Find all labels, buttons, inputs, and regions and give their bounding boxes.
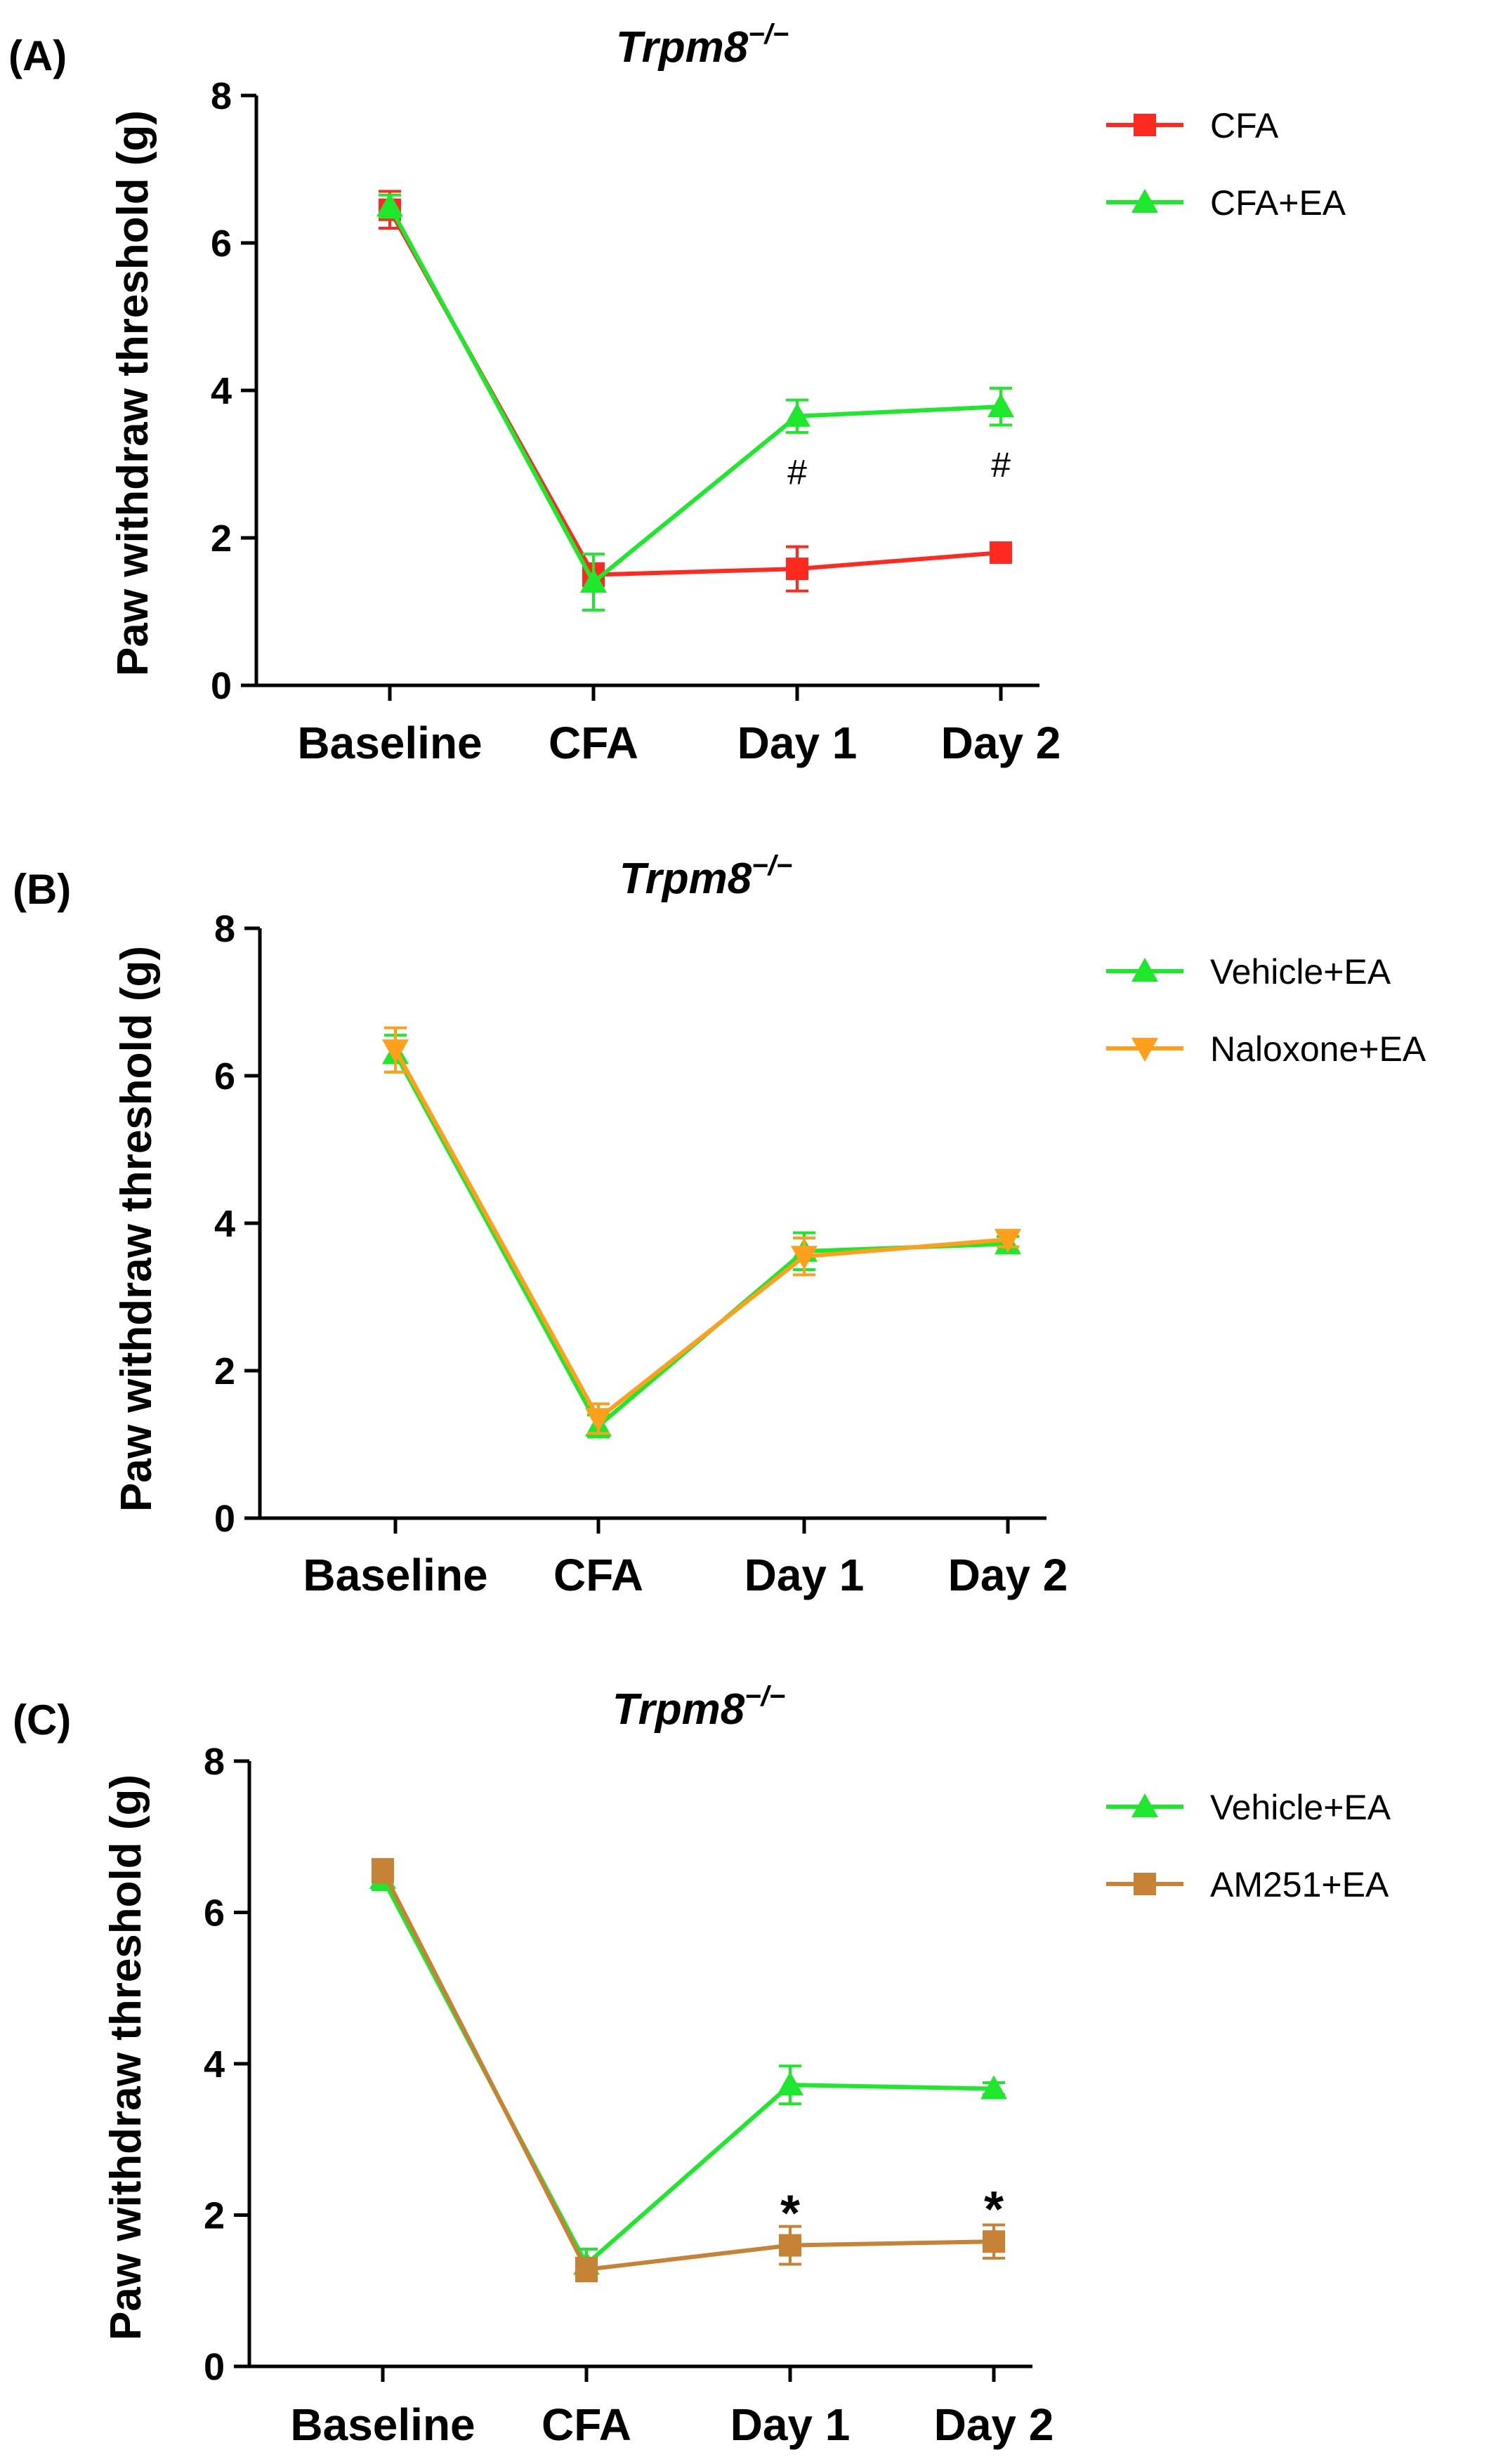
- data-point: [791, 1246, 818, 1270]
- y-tick-label: 0: [211, 665, 232, 707]
- series-line: [393, 1048, 1009, 1422]
- series-line: [381, 1869, 995, 2272]
- y-tick-label: 0: [214, 1498, 235, 1540]
- y-axis-label: Paw withdraw threshold (g): [102, 1774, 150, 2340]
- x-tick-label: Day 2: [934, 2399, 1054, 2450]
- significance-marker: #: [991, 445, 1011, 485]
- data-point: [779, 2234, 801, 2257]
- legend-marker: [1134, 114, 1156, 136]
- series-vehicle-ea: [369, 1865, 1007, 2281]
- series-am251-ea: [372, 1858, 1005, 2283]
- series-cfa: [379, 190, 1012, 593]
- y-tick-label: 8: [211, 75, 232, 117]
- legend-marker: [1131, 189, 1158, 213]
- y-axis-label: Paw withdraw threshold (g): [109, 110, 157, 676]
- legend-marker: [1131, 1038, 1158, 1062]
- data-point: [786, 558, 808, 581]
- panel-label: (C): [13, 1697, 71, 1744]
- x-tick-label: Day 1: [737, 718, 858, 768]
- data-point: [575, 2258, 598, 2281]
- y-tick-label: 6: [211, 223, 232, 265]
- significance-marker: *: [984, 2182, 1004, 2238]
- y-tick-label: 2: [204, 2195, 225, 2237]
- y-tick-label: 6: [214, 1055, 235, 1098]
- data-point: [382, 1039, 409, 1064]
- y-tick-label: 2: [211, 518, 232, 560]
- legend-marker: [1131, 958, 1158, 982]
- panel-title: Trpm8−/−: [612, 1681, 785, 1734]
- y-tick-label: 6: [204, 1892, 225, 1935]
- series-line: [381, 1877, 995, 2268]
- legend-item: CFA+EA: [1106, 183, 1346, 223]
- panel-a: (A) Trpm8−/− 0 2 4 6 8 Baseline CFA Day 1 Day 2 Paw…: [8, 19, 1346, 768]
- y-tick-label: 4: [214, 1203, 235, 1245]
- x-tick-label: Day 2: [948, 1550, 1068, 1600]
- data-point: [580, 569, 607, 593]
- legend-item: AM251+EA: [1106, 1865, 1389, 1904]
- x-tick-label: Day 1: [744, 1550, 865, 1600]
- y-tick-label: 0: [204, 2346, 225, 2388]
- panel-c: (C) Trpm8−/− 0 2 4 6 8 Baseline CFA Day 1 Day 2 Paw…: [13, 1681, 1391, 2450]
- y-tick-label: 8: [204, 1741, 225, 1783]
- legend-marker: [1134, 1873, 1156, 1895]
- x-tick-label: CFA: [549, 718, 638, 768]
- data-point: [995, 1229, 1021, 1253]
- series-naloxone-ea: [382, 1026, 1021, 1435]
- x-tick-label: Day 2: [941, 718, 1061, 768]
- legend-marker: [1131, 1793, 1158, 1817]
- y-tick-label: 4: [204, 2043, 225, 2086]
- panel-title: Trpm8−/−: [619, 850, 792, 903]
- y-tick-label: 2: [214, 1350, 235, 1392]
- legend-item: Vehicle+EA: [1106, 1788, 1391, 1827]
- y-tick-label: 4: [211, 370, 232, 412]
- data-point: [585, 1408, 612, 1432]
- x-tick-label: Baseline: [303, 1550, 487, 1600]
- legend-label: AM251+EA: [1210, 1865, 1389, 1904]
- panel-label: (A): [8, 32, 67, 79]
- legend-label: Vehicle+EA: [1210, 952, 1391, 991]
- legend-item: Naloxone+EA: [1106, 1029, 1426, 1069]
- panel-b: (B) Trpm8−/− 0 2 4 6 8 Baseline CFA Day 1 Day 2 Paw…: [13, 850, 1426, 1600]
- legend-item: Vehicle+EA: [1106, 952, 1391, 991]
- data-point: [990, 541, 1012, 564]
- y-axis-label: Paw withdraw threshold (g): [112, 946, 161, 1512]
- significance-marker: *: [780, 2185, 800, 2241]
- series-line: [388, 205, 1002, 586]
- x-tick-label: Baseline: [297, 718, 482, 768]
- significance-marker: #: [787, 453, 807, 492]
- series-line: [393, 1053, 1009, 1430]
- data-point: [980, 2075, 1007, 2100]
- data-point: [372, 1859, 394, 1883]
- x-tick-label: CFA: [542, 2399, 631, 2450]
- data-point: [777, 2071, 803, 2096]
- panel-label: (B): [13, 866, 71, 913]
- legend-label: CFA: [1210, 106, 1279, 145]
- x-tick-label: CFA: [553, 1550, 643, 1600]
- series-cfa-ea: [376, 192, 1014, 612]
- legend-label: Naloxone+EA: [1210, 1029, 1426, 1069]
- series-line: [388, 209, 1002, 577]
- data-point: [376, 192, 403, 217]
- data-point: [784, 402, 811, 427]
- data-point: [988, 393, 1014, 418]
- x-tick-label: Day 1: [730, 2399, 851, 2450]
- legend-label: Vehicle+EA: [1210, 1788, 1391, 1827]
- legend-label: CFA+EA: [1210, 183, 1346, 223]
- data-point: [983, 2230, 1005, 2253]
- series-vehicle-ea: [382, 1034, 1021, 1439]
- legend-item: CFA: [1106, 106, 1279, 145]
- y-tick-label: 8: [214, 908, 235, 950]
- x-tick-label: Baseline: [290, 2399, 475, 2450]
- panel-title: Trpm8−/−: [616, 19, 789, 72]
